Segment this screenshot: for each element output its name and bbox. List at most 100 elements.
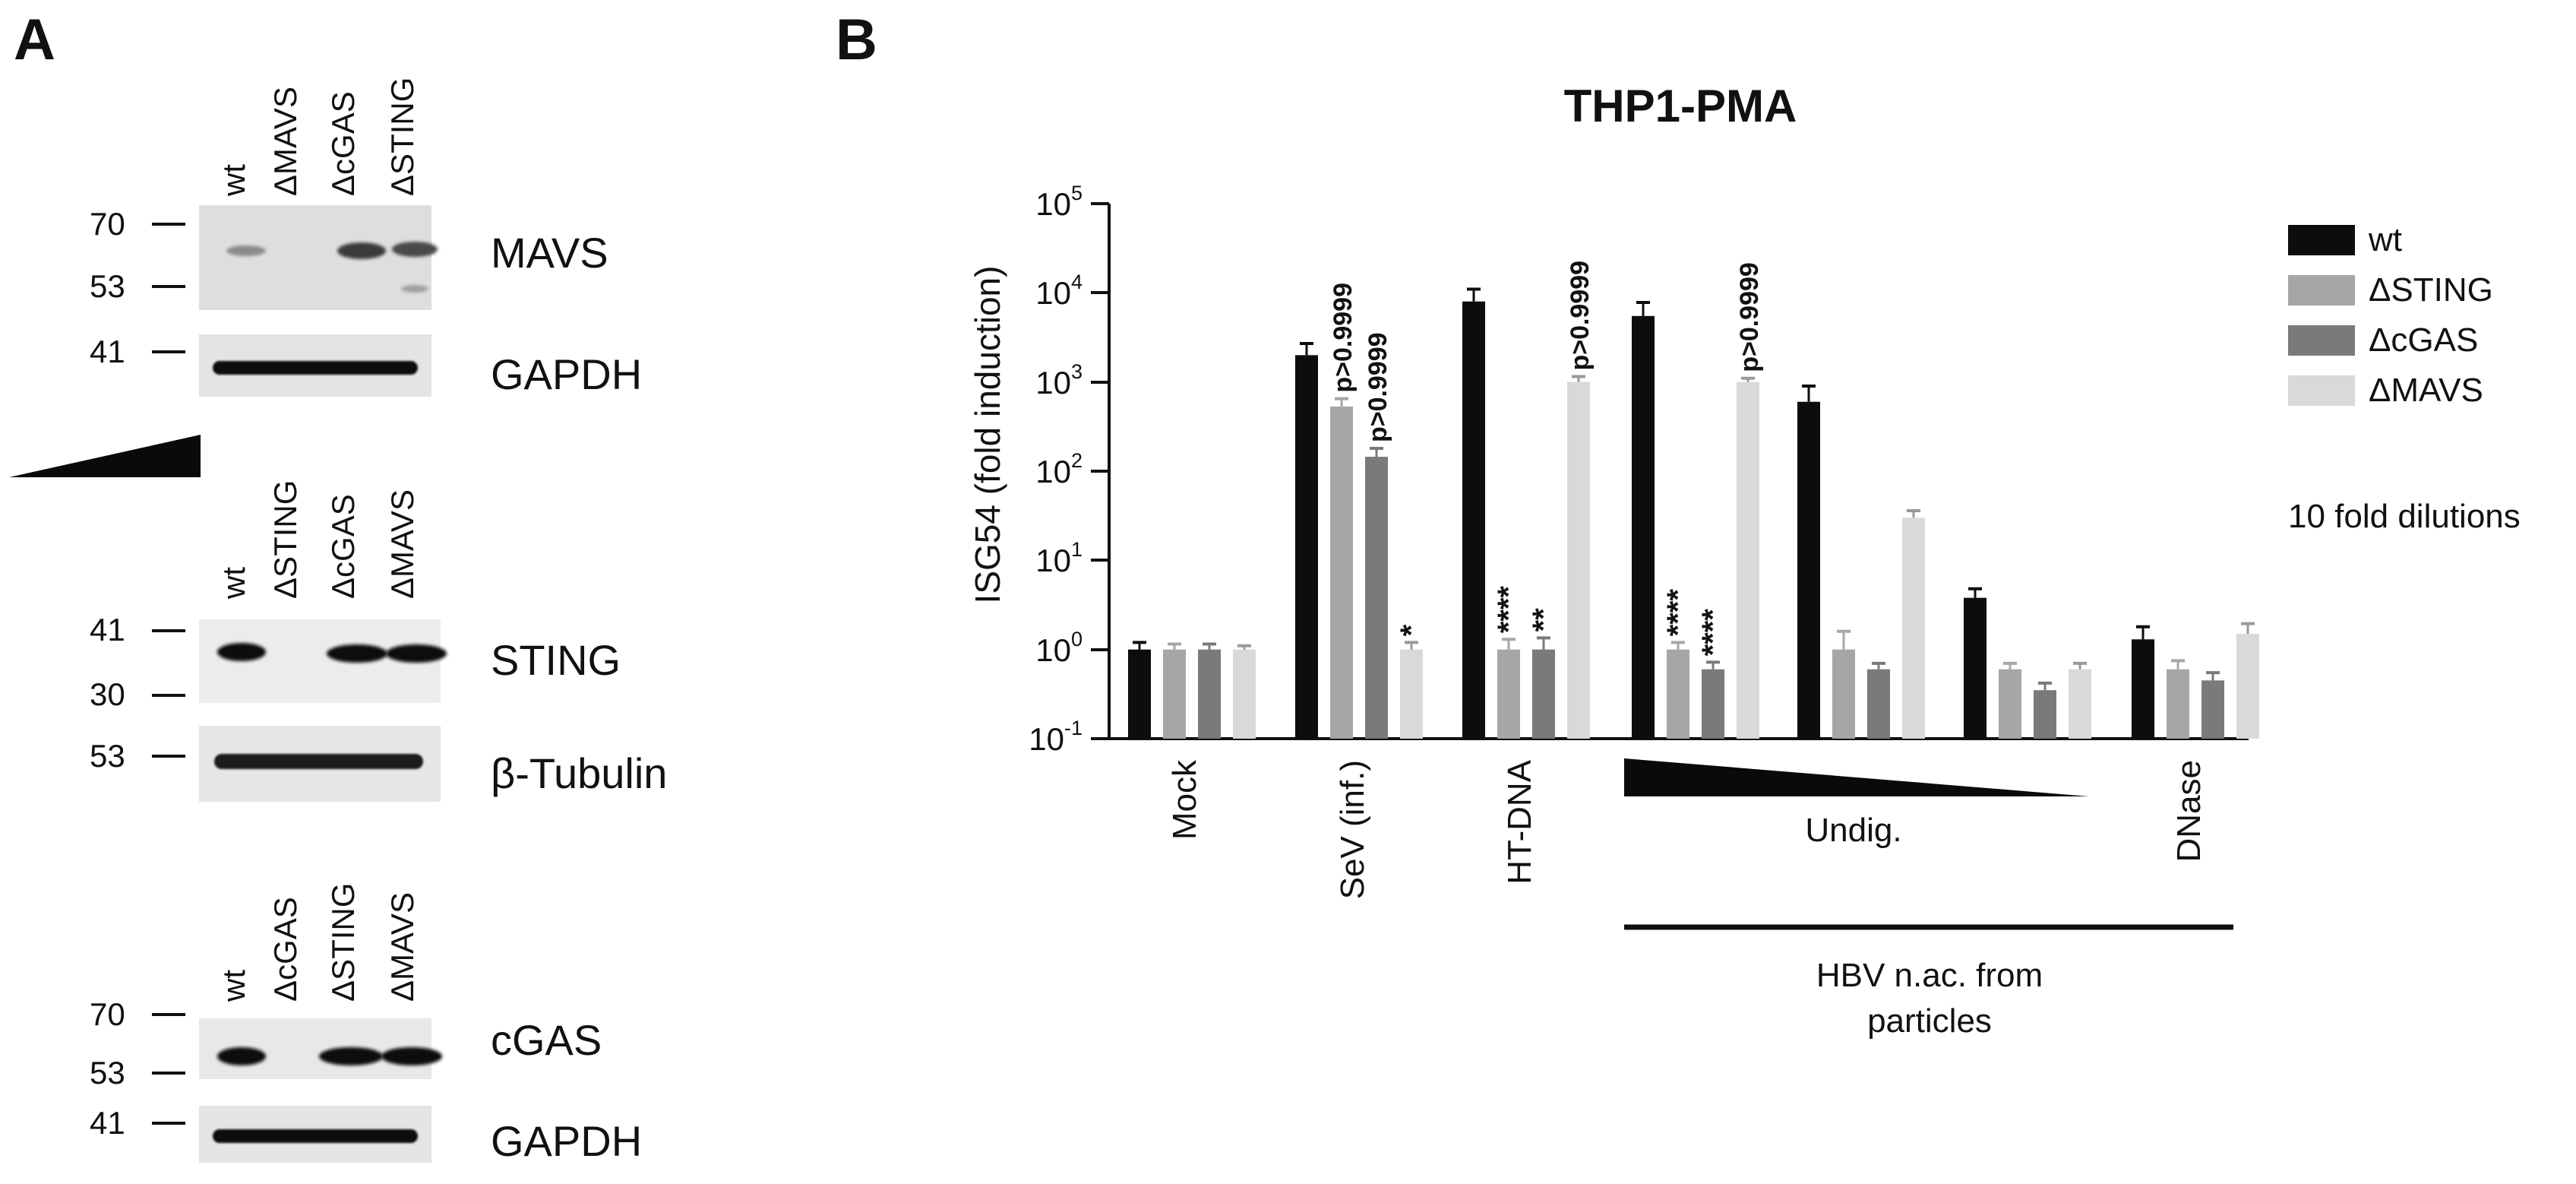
x-tick-label-dnase: DNase xyxy=(2170,760,2208,863)
lane-label: wt xyxy=(216,567,251,600)
bar-wt xyxy=(1295,355,1318,739)
svg-text:101: 101 xyxy=(1035,538,1083,578)
significance-label: * xyxy=(1395,624,1428,636)
bar-wt xyxy=(1462,301,1485,739)
bar-sting xyxy=(2167,669,2189,739)
error-bar xyxy=(1741,376,1755,382)
blot-2: wt ΔSTING ΔcGAS ΔMAVS 41 30 STING 53 β-T… xyxy=(90,480,667,802)
error-bar xyxy=(1537,636,1550,650)
significance-label: p>0.9999 xyxy=(1364,332,1392,442)
panel-b-label: B xyxy=(836,8,877,72)
marker-label: 53 xyxy=(90,738,125,774)
significance-label: p>0.9999 xyxy=(1329,283,1358,393)
marker-label: 41 xyxy=(90,612,125,647)
bar-mavs xyxy=(1567,381,1590,739)
error-bar xyxy=(1370,447,1383,457)
error-bar xyxy=(1802,385,1816,402)
band xyxy=(217,1047,266,1065)
legend-dilution-label: 10 fold dilutions xyxy=(2288,498,2521,535)
bar-sting xyxy=(1999,669,2021,739)
lane-label: ΔcGAS xyxy=(325,494,361,599)
y-tick-exp: 5 xyxy=(1071,182,1083,204)
error-bar xyxy=(2206,671,2220,681)
protein-label: cGAS xyxy=(491,1016,602,1064)
legend-swatch-cgas xyxy=(2288,325,2355,356)
bar-sting xyxy=(1163,649,1186,739)
x-group-label-undig: Undig. xyxy=(1805,812,1901,849)
band xyxy=(217,643,266,661)
marker-label: 53 xyxy=(90,268,125,304)
band xyxy=(226,245,266,256)
error-bar xyxy=(1502,638,1516,650)
marker-label: 70 xyxy=(90,206,125,242)
hbv-group-label-line2: particles xyxy=(1867,1002,1992,1040)
marker-label: 70 xyxy=(90,996,125,1032)
svg-text:105: 105 xyxy=(1035,182,1083,222)
legend-label-sting: ΔSTING xyxy=(2369,271,2493,309)
y-tick-base: 10 xyxy=(1035,186,1071,222)
dilution-wedge xyxy=(1624,758,2089,796)
error-bar xyxy=(1203,642,1216,650)
marker-label: 41 xyxy=(90,334,125,369)
bar-sting xyxy=(1667,649,1689,739)
error-bar xyxy=(1872,661,1885,670)
svg-text:104: 104 xyxy=(1035,271,1083,311)
lane-label: ΔSTING xyxy=(325,883,361,1002)
legend-swatch-sting xyxy=(2288,275,2355,305)
error-bar xyxy=(1237,644,1251,650)
y-tick: 102 xyxy=(1035,449,1109,489)
error-bar xyxy=(1636,300,1650,316)
significance-annotations: p>0.9999 p>0.9999* **** **p>0.9999**** ****p… xyxy=(1329,261,1764,656)
bar-sting xyxy=(1330,407,1353,739)
band xyxy=(213,361,418,375)
y-tick-exp: -1 xyxy=(1064,717,1083,739)
significance-label: p>0.9999 xyxy=(1735,262,1764,372)
bar-cgas xyxy=(1198,649,1221,739)
marker-label: 53 xyxy=(90,1055,125,1091)
y-tick-base: 10 xyxy=(1035,543,1071,578)
bar-mavs xyxy=(2069,669,2091,739)
bar-wt xyxy=(2132,639,2154,739)
error-bar xyxy=(1335,397,1348,407)
marker-label: 30 xyxy=(90,676,125,712)
svg-text:103: 103 xyxy=(1035,360,1083,400)
bar-cgas xyxy=(2201,680,2224,739)
error-bar xyxy=(1467,287,1481,302)
svg-text:10-1: 10-1 xyxy=(1029,717,1083,757)
error-bar xyxy=(1300,342,1313,356)
y-tick-base: 10 xyxy=(1029,721,1064,757)
y-tick-labels: 105 104 103 102 101 100 10-1 xyxy=(1029,182,1109,757)
y-tick-base: 10 xyxy=(1035,454,1071,489)
lane-label: ΔcGAS xyxy=(267,897,303,1002)
error-bar xyxy=(2241,622,2255,635)
x-tick-label-sev: SeV (inf.) xyxy=(1334,760,1371,899)
panel-a-label: A xyxy=(14,8,55,72)
error-bar xyxy=(1968,587,1982,598)
bar-mavs xyxy=(1737,381,1759,739)
error-bar xyxy=(1837,629,1851,650)
error-bar xyxy=(1572,375,1585,382)
y-axis-label: ISG54 (fold induction) xyxy=(968,266,1007,604)
blot-1: wt ΔMAVS ΔcGAS ΔSTING 70 53 MAVS 41 GAPD… xyxy=(90,78,642,398)
y-tick: 10-1 xyxy=(1029,717,1109,757)
blot-membrane-mavs xyxy=(199,205,431,310)
error-bar xyxy=(1907,509,1920,518)
y-tick: 105 xyxy=(1035,182,1109,222)
y-tick-exp: 1 xyxy=(1071,538,1083,561)
bar-mavs xyxy=(2236,634,2259,739)
protein-label: MAVS xyxy=(491,229,608,277)
error-bar xyxy=(1706,660,1720,670)
error-bar xyxy=(1168,642,1181,650)
error-bar xyxy=(2073,661,2087,670)
legend-dilution-wedge xyxy=(9,435,201,477)
bar-sting xyxy=(1832,649,1855,739)
bar-mavs xyxy=(1400,649,1423,739)
y-tick-base: 10 xyxy=(1035,275,1071,311)
error-bar xyxy=(2171,659,2185,670)
error-bar xyxy=(2003,661,2017,670)
y-tick-base: 10 xyxy=(1035,365,1071,400)
error-bar xyxy=(2136,625,2150,640)
bar-cgas xyxy=(1532,649,1555,739)
y-tick: 103 xyxy=(1035,360,1109,400)
